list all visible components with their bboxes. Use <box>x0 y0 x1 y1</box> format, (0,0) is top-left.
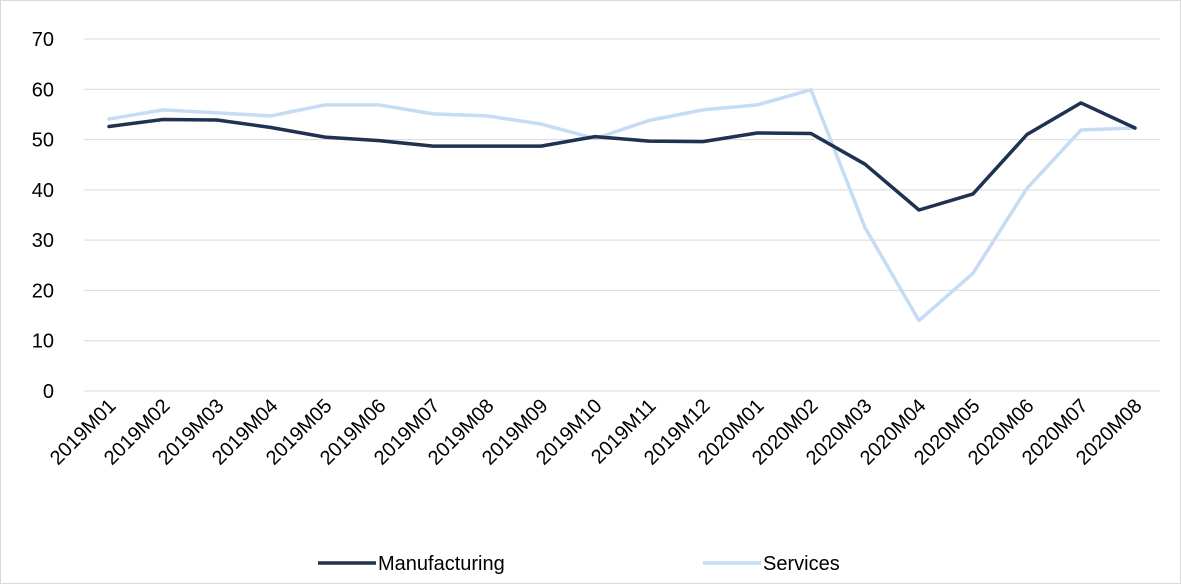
y-tick-label: 30 <box>32 230 54 252</box>
y-tick-label: 20 <box>32 280 54 302</box>
y-tick-label: 10 <box>32 331 54 353</box>
x-axis-ticks: 2019M012019M022019M032019M042019M052019M… <box>46 395 1147 470</box>
y-tick-label: 0 <box>43 381 54 403</box>
series-line-services <box>107 88 1137 323</box>
series-line-manufacturing <box>107 101 1137 212</box>
legend-label-services: Services <box>763 553 840 575</box>
y-tick-label: 50 <box>32 130 54 152</box>
y-tick-label: 60 <box>32 79 54 101</box>
y-tick-label: 70 <box>32 29 54 51</box>
legend: Manufacturing Services <box>318 553 840 575</box>
y-axis-ticks: 0 10 20 30 40 50 60 70 <box>32 29 54 403</box>
y-tick-label: 40 <box>32 180 54 202</box>
series-lines <box>107 88 1137 323</box>
legend-label-manufacturing: Manufacturing <box>378 553 505 575</box>
gridlines <box>84 38 1160 392</box>
